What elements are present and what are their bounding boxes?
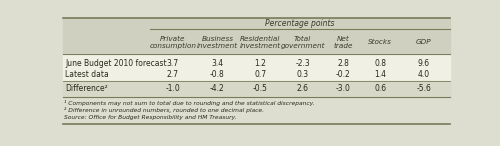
Text: -1.0: -1.0 xyxy=(166,84,180,93)
Bar xyxy=(62,81,450,97)
Text: June Budget 2010 forecast: June Budget 2010 forecast xyxy=(65,59,167,68)
Bar xyxy=(62,18,450,54)
Text: 9.6: 9.6 xyxy=(418,59,430,68)
Text: -3.0: -3.0 xyxy=(336,84,351,93)
Text: Total
government: Total government xyxy=(280,36,325,49)
Text: 0.6: 0.6 xyxy=(374,84,386,93)
Text: 2.6: 2.6 xyxy=(297,84,309,93)
Text: Difference²: Difference² xyxy=(65,84,108,93)
Text: 3.7: 3.7 xyxy=(167,59,179,68)
Text: 2.7: 2.7 xyxy=(167,70,179,79)
Text: Latest data: Latest data xyxy=(65,70,109,79)
Text: -0.8: -0.8 xyxy=(210,70,225,79)
Bar xyxy=(62,97,450,124)
Text: 1.2: 1.2 xyxy=(254,59,266,68)
Text: Source: Office for Budget Responsibility and HM Treasury.: Source: Office for Budget Responsibility… xyxy=(64,115,237,120)
Text: GDP: GDP xyxy=(416,39,432,45)
Text: -4.2: -4.2 xyxy=(210,84,225,93)
Text: ¹ Components may not sum to total due to rounding and the statistical discrepanc: ¹ Components may not sum to total due to… xyxy=(64,100,315,106)
Text: 1.4: 1.4 xyxy=(374,70,386,79)
Text: Percentage points: Percentage points xyxy=(265,19,334,28)
Text: Residential
investment: Residential investment xyxy=(240,36,281,49)
Text: Net
trade: Net trade xyxy=(334,36,353,49)
Text: -2.3: -2.3 xyxy=(296,59,310,68)
Text: -5.6: -5.6 xyxy=(416,84,432,93)
Text: 2.8: 2.8 xyxy=(338,59,349,68)
Text: Stocks: Stocks xyxy=(368,39,392,45)
Bar xyxy=(62,54,450,81)
Text: 3.4: 3.4 xyxy=(212,59,224,68)
Text: 0.8: 0.8 xyxy=(374,59,386,68)
Text: 4.0: 4.0 xyxy=(418,70,430,79)
Text: 0.3: 0.3 xyxy=(296,70,309,79)
Text: Business
investment: Business investment xyxy=(197,36,238,49)
Text: 0.7: 0.7 xyxy=(254,70,266,79)
Text: -0.5: -0.5 xyxy=(252,84,268,93)
Text: ² Difference in unrounded numbers, rounded to one decimal place.: ² Difference in unrounded numbers, round… xyxy=(64,107,264,113)
Text: Private
consumption: Private consumption xyxy=(150,36,196,49)
Text: -0.2: -0.2 xyxy=(336,70,351,79)
